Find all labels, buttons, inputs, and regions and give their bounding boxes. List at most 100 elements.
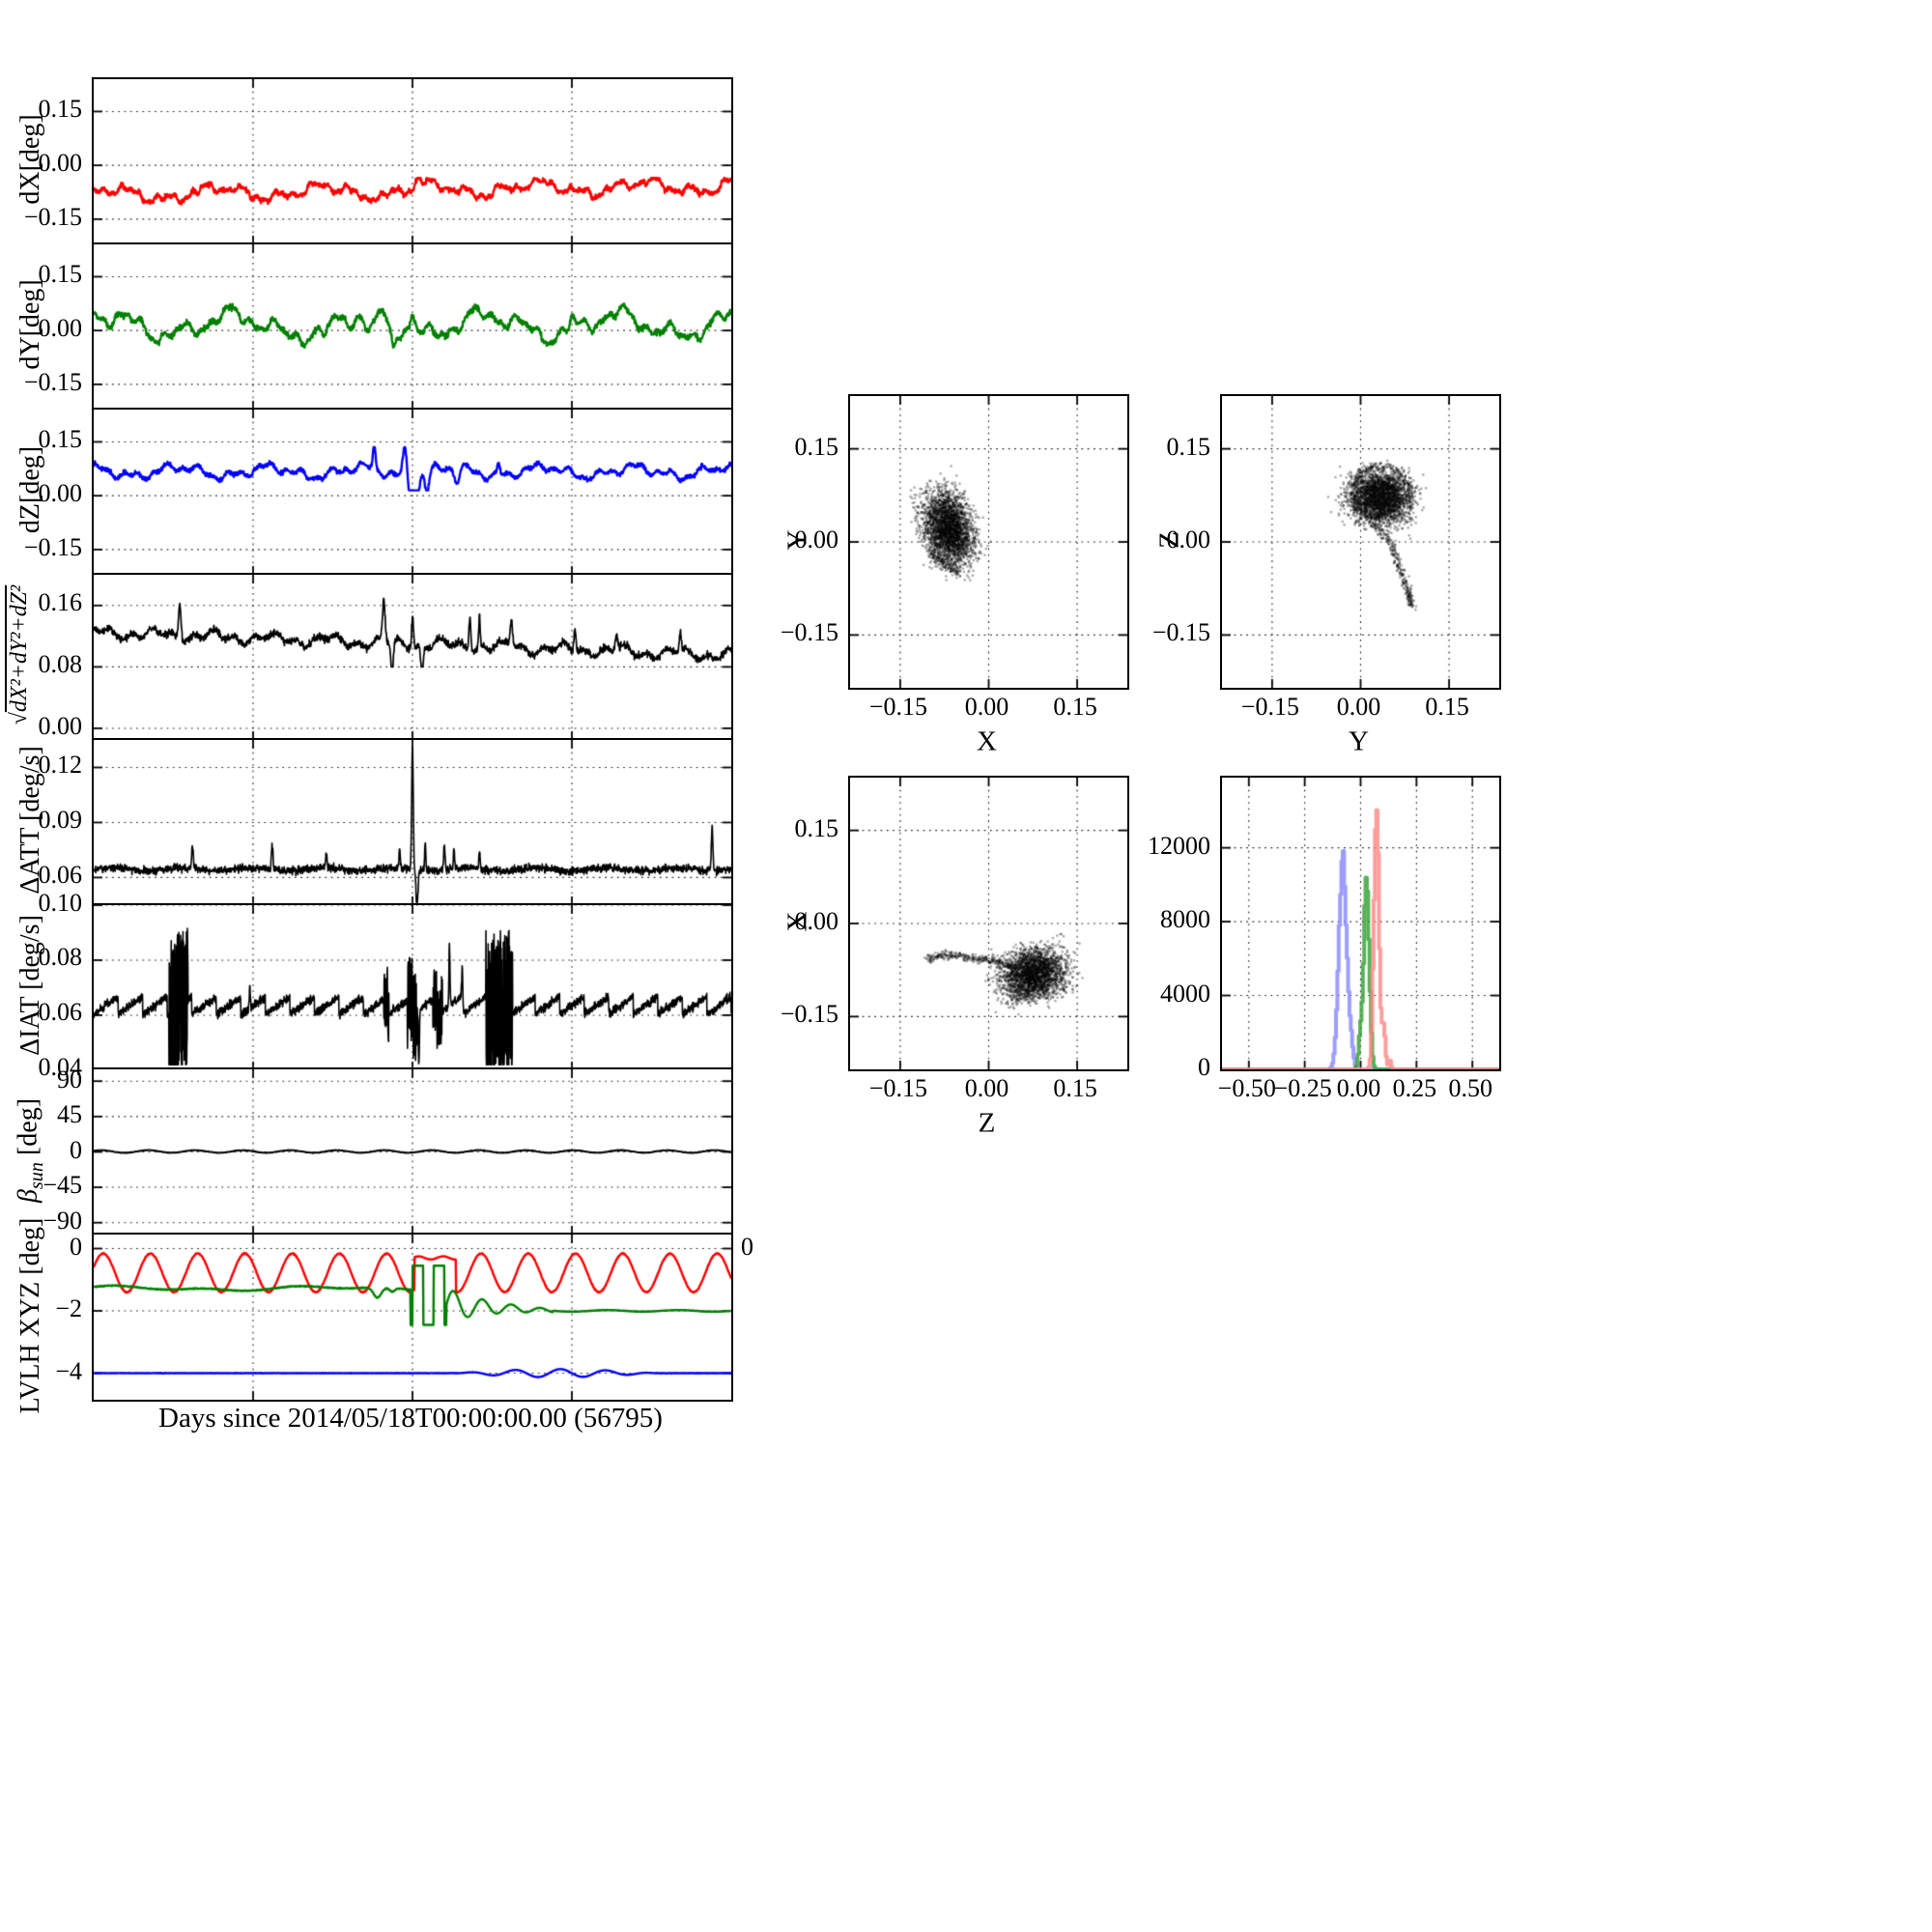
ytick-label-dx: 0.00 [38,149,83,178]
ytick-label-dx: −0.15 [23,202,82,231]
ytick-label-scatter-x-vs-z: 0.15 [794,813,839,842]
ytick-label-datt: 0.12 [38,751,83,780]
ytick-label-diat: 0.06 [38,998,83,1027]
panel-beta-canvas [94,1069,731,1236]
xtick-label-scatter-z-vs-y: 0.00 [1336,693,1381,721]
label-part: [deg] [13,1097,43,1162]
label-part: √ [7,712,32,725]
ytick-label-right-lvlh: 0 [741,1232,753,1261]
xtick-label-histogram: 0.50 [1448,1074,1492,1102]
panel-norm-canvas [94,574,731,740]
ylabel-scatter-z-vs-y: Z [1153,531,1185,549]
ytick-label-datt: 0.09 [38,806,83,835]
xtick-label-histogram: 0.00 [1336,1074,1381,1102]
ytick-label-beta: 45 [57,1100,82,1129]
ylabel-norm: √dX²+dY²+dZ² [7,584,32,725]
ytick-label-histogram: 12000 [1148,831,1210,860]
ylabel-dz: dZ[deg] [15,446,45,534]
histogram [1220,776,1501,1071]
ytick-label-dy: 0.00 [38,314,83,343]
ytick-label-histogram: 4000 [1160,979,1210,1008]
xtick-label-scatter-y-vs-x: −0.15 [868,693,927,721]
ytick-label-norm: 0.16 [38,588,83,617]
panel-lvlh-canvas [94,1235,731,1401]
ytick-label-datt: 0.06 [38,861,83,890]
xlabel-scatter-z-vs-y: Y [1349,725,1369,757]
panel-dy-canvas [94,243,731,410]
ytick-label-norm: 0.00 [38,711,83,740]
histogram-canvas [1222,778,1499,1069]
xlabel-scatter-y-vs-x: X [977,725,997,757]
ytick-label-histogram: 8000 [1160,905,1210,934]
ytick-label-scatter-z-vs-y: 0.00 [1166,526,1211,554]
ytick-label-diat: 0.04 [38,1053,83,1082]
ytick-label-diat: 0.10 [38,888,83,917]
ytick-label-dy: 0.15 [38,260,83,289]
label-part: sun [26,1161,48,1189]
panel-dz-canvas [94,409,731,575]
scatter-y-vs-x [848,394,1129,690]
ytick-label-beta: 0 [70,1135,82,1164]
xtick-label-histogram: −0.25 [1273,1074,1332,1102]
ytick-label-dx: 0.15 [38,95,83,124]
panel-dx-canvas [94,79,731,244]
ytick-label-beta: 90 [57,1065,82,1094]
ytick-label-scatter-y-vs-x: −0.15 [780,618,838,647]
ylabel-dy: dY[deg] [15,279,45,370]
xtick-label-scatter-x-vs-z: −0.15 [868,1074,927,1102]
ytick-label-lvlh: −4 [55,1356,82,1385]
label-part: β [13,1188,43,1203]
scatter-z-vs-y [1220,394,1501,690]
ytick-label-beta: −90 [43,1207,82,1236]
ytick-label-scatter-z-vs-y: 0.15 [1166,432,1211,461]
panel-beta [92,1067,733,1237]
xlabel-scatter-x-vs-z: Z [978,1107,996,1139]
ylabel-diat: ΔIAT [deg/s] [15,915,45,1056]
ytick-label-dz: 0.15 [38,425,83,454]
ytick-label-norm: 0.08 [38,650,83,679]
ytick-label-scatter-y-vs-x: 0.00 [794,526,839,554]
ytick-label-diat: 0.08 [38,943,83,972]
ytick-label-lvlh: −2 [55,1294,82,1323]
ylabel-datt: ΔATT [deg/s] [15,746,45,895]
panel-lvlh [92,1233,733,1403]
ytick-label-scatter-z-vs-y: −0.15 [1151,618,1210,647]
panel-dy [92,242,733,412]
ylabel-dx: dX[deg] [15,114,45,206]
ytick-label-scatter-y-vs-x: 0.15 [794,432,839,461]
ytick-label-scatter-x-vs-z: −0.15 [780,1000,838,1029]
ylabel-scatter-y-vs-x: Y [781,529,813,551]
xtick-label-scatter-x-vs-z: 0.15 [1053,1074,1097,1102]
ytick-label-dy: −0.15 [23,367,82,396]
label-part: dX²+dY²+dZ² [7,584,32,713]
xtick-label-histogram: 0.25 [1392,1074,1437,1102]
xtick-label-scatter-z-vs-y: −0.15 [1240,693,1299,721]
ylabel-lvlh: LVLH XYZ [deg] [15,1217,45,1414]
xtick-label-scatter-x-vs-z: 0.00 [964,1074,1009,1102]
ytick-label-beta: −45 [43,1171,82,1200]
ytick-label-scatter-x-vs-z: 0.00 [794,907,839,935]
panel-dz [92,407,733,577]
ylabel-scatter-x-vs-z: X [781,911,813,932]
panel-datt-canvas [94,739,731,905]
panel-diat [92,902,733,1072]
ytick-label-dz: 0.00 [38,478,83,507]
scatter-y-vs-x-canvas [850,396,1127,688]
xtick-label-scatter-y-vs-x: 0.00 [964,693,1009,721]
ytick-label-histogram: 0 [1198,1053,1210,1081]
xtick-label-histogram: −0.50 [1217,1074,1276,1102]
scatter-x-vs-z [848,776,1129,1071]
scatter-z-vs-y-canvas [1222,396,1499,688]
panel-norm [92,572,733,742]
xtick-label-scatter-z-vs-y: 0.15 [1425,693,1469,721]
ylabel-beta: βsun [deg] [13,1097,48,1203]
panel-diat-canvas [94,904,731,1070]
ytick-label-lvlh: 0 [70,1232,82,1261]
panel-datt [92,737,733,907]
scatter-x-vs-z-canvas [850,778,1127,1069]
ytick-label-dz: −0.15 [23,532,82,561]
xtick-label-scatter-y-vs-x: 0.15 [1053,693,1097,721]
time-axis-label: Days since 2014/05/18T00:00:00.00 (56795… [158,1403,663,1434]
panel-dx [92,77,733,246]
